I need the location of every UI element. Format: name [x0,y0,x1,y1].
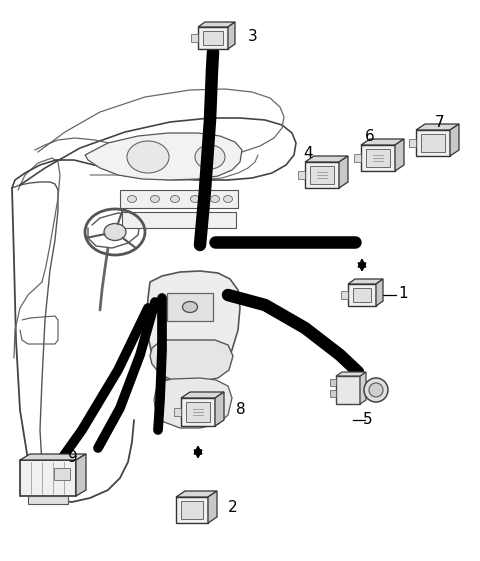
Polygon shape [336,376,360,404]
Bar [330,379,336,386]
Ellipse shape [104,223,126,241]
Polygon shape [28,496,68,504]
Polygon shape [336,372,366,376]
Polygon shape [198,22,235,27]
Polygon shape [305,162,339,188]
Ellipse shape [182,301,197,312]
Text: 8: 8 [236,402,246,417]
Polygon shape [176,497,208,523]
Ellipse shape [369,383,383,397]
Text: 1: 1 [398,286,408,301]
Polygon shape [376,279,383,306]
Polygon shape [305,156,348,162]
Polygon shape [186,402,210,422]
Bar [167,293,213,321]
Text: 4: 4 [303,145,313,160]
Text: 9: 9 [68,450,78,466]
Polygon shape [450,124,459,156]
Polygon shape [147,271,240,386]
Ellipse shape [151,195,159,203]
Polygon shape [174,408,181,416]
Polygon shape [20,454,86,460]
Polygon shape [354,154,361,162]
Polygon shape [154,378,232,428]
Polygon shape [353,288,371,302]
Polygon shape [366,149,390,167]
Ellipse shape [364,378,388,402]
Polygon shape [215,392,224,426]
Polygon shape [208,491,217,523]
Text: 5: 5 [363,412,373,427]
Bar [54,468,70,480]
Ellipse shape [224,195,232,203]
Polygon shape [416,130,450,156]
Bar [120,190,238,208]
Polygon shape [348,284,376,306]
Ellipse shape [170,195,180,203]
Polygon shape [181,398,215,426]
Text: 6: 6 [365,128,375,144]
Polygon shape [76,454,86,496]
Text: 7: 7 [435,114,445,130]
Polygon shape [203,31,223,45]
Ellipse shape [195,145,225,169]
Polygon shape [348,279,383,284]
Polygon shape [191,34,198,42]
Polygon shape [150,340,233,382]
Polygon shape [341,291,348,299]
Polygon shape [298,171,305,179]
Polygon shape [361,139,404,145]
Text: 3: 3 [248,29,258,44]
Polygon shape [228,22,235,49]
Polygon shape [339,156,348,188]
Polygon shape [181,392,224,398]
Polygon shape [360,372,366,404]
Bar [122,212,236,228]
Ellipse shape [211,195,219,203]
Polygon shape [361,145,395,171]
Polygon shape [421,134,445,152]
Ellipse shape [128,195,136,203]
Polygon shape [395,139,404,171]
Polygon shape [176,491,217,497]
Ellipse shape [127,141,169,173]
Polygon shape [310,166,334,184]
Polygon shape [85,133,242,180]
Text: 2: 2 [228,500,238,516]
Polygon shape [416,124,459,130]
Polygon shape [181,501,203,519]
Polygon shape [409,139,416,147]
Ellipse shape [191,195,200,203]
Polygon shape [198,27,228,49]
Bar [330,390,336,397]
Polygon shape [20,460,76,496]
